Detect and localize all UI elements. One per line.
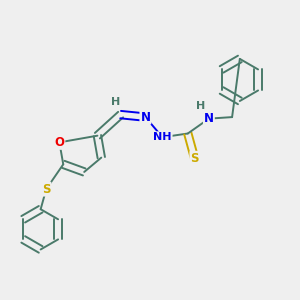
- Text: H: H: [196, 101, 205, 111]
- Text: H: H: [111, 97, 121, 106]
- Text: S: S: [190, 152, 199, 165]
- Text: N: N: [204, 112, 214, 125]
- Text: N: N: [140, 111, 150, 124]
- Text: NH: NH: [153, 132, 172, 142]
- Text: S: S: [42, 183, 50, 196]
- Text: O: O: [54, 136, 64, 149]
